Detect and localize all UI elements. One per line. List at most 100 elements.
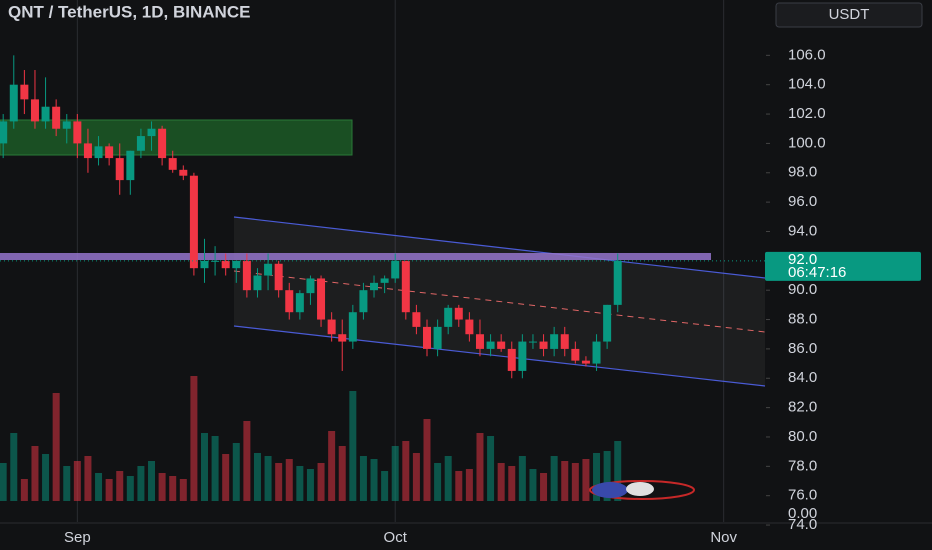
candle-body: [105, 146, 114, 159]
candle-body: [391, 260, 400, 279]
volume-bar: [614, 441, 622, 501]
candle-body: [274, 263, 283, 291]
volume-bar: [20, 479, 28, 501]
logo-flag: [626, 482, 654, 496]
volume-bar: [0, 463, 7, 501]
candle-body: [317, 278, 326, 320]
volume-bar: [31, 446, 39, 501]
candle-body: [52, 106, 61, 129]
volume-bar: [540, 473, 548, 501]
volume-bar: [200, 433, 208, 501]
y-tick-label: 106.0: [788, 46, 826, 63]
candle-body: [189, 175, 198, 269]
volume-bar: [148, 461, 156, 501]
volume-bar: [42, 454, 50, 501]
volume-bar: [243, 421, 251, 501]
candle-body: [571, 348, 580, 361]
volume-bar: [95, 473, 103, 501]
candle-body: [285, 290, 294, 313]
y-tick-label: 88.0: [788, 311, 817, 328]
candle-body: [412, 312, 421, 327]
volume-bar: [126, 476, 134, 501]
candle-body: [264, 263, 273, 276]
y-tick-label: 76.0: [788, 487, 817, 504]
candle-body: [338, 334, 347, 342]
volume-bar: [211, 436, 219, 501]
volume-bar: [349, 391, 357, 501]
volume-bar: [116, 471, 124, 501]
candle-body: [539, 341, 548, 349]
volume-bar: [84, 456, 92, 501]
candle-body: [295, 293, 304, 313]
candle-body: [158, 128, 167, 159]
candle-body: [327, 319, 336, 335]
volume-tick-label: 0.00: [788, 505, 817, 522]
resistance-band: [0, 253, 711, 260]
countdown: 06:47:16: [788, 264, 846, 281]
volume-bar: [561, 461, 569, 501]
volume-bar: [359, 456, 367, 501]
candle-body: [200, 260, 209, 269]
volume-bar: [487, 436, 495, 501]
volume-bar: [476, 433, 484, 501]
logo: [589, 480, 695, 500]
candle-body: [20, 84, 29, 100]
candle-body: [603, 304, 612, 342]
volume-bar: [190, 376, 198, 501]
candle-body: [0, 121, 8, 144]
logo-ring: [589, 480, 695, 500]
candle-body: [497, 341, 506, 349]
last-price-box: [765, 251, 921, 281]
y-tick-label: 84.0: [788, 369, 817, 386]
candle-body: [115, 158, 124, 181]
channel-upper: [233, 216, 766, 279]
volume-bar: [105, 479, 113, 501]
volume-bar: [275, 463, 283, 501]
y-tick-label: 90.0: [788, 281, 817, 298]
candle-body: [433, 326, 442, 349]
candle-body: [147, 128, 156, 137]
candle-body: [560, 334, 569, 349]
candle-body: [221, 260, 230, 269]
candle-body: [370, 282, 379, 291]
candle-body: [242, 260, 251, 291]
volume-bar: [465, 469, 473, 501]
candle-body: [518, 341, 527, 371]
volume-bar: [296, 466, 304, 501]
candle-body: [550, 334, 559, 349]
logo-mark: [592, 482, 628, 498]
volume-bar: [593, 453, 601, 501]
y-tick-label: 74.0: [788, 516, 817, 533]
candle-body: [359, 290, 368, 313]
volume-bar: [63, 466, 71, 501]
volume-bar: [518, 456, 526, 501]
currency-label[interactable]: USDT: [829, 6, 870, 23]
y-tick-label: 86.0: [788, 340, 817, 357]
candle-body: [73, 121, 82, 144]
volume-bar: [338, 446, 346, 501]
y-tick-label: 104.0: [788, 76, 826, 93]
volume-bar: [582, 459, 590, 501]
volume-bar: [508, 466, 516, 501]
candle-body: [592, 341, 601, 364]
candle-body: [613, 260, 622, 305]
volume-bar: [603, 451, 611, 501]
volume-bar: [52, 393, 60, 501]
candle-body: [94, 146, 103, 159]
y-tick-label: 102.0: [788, 105, 826, 122]
volume-bar: [444, 456, 452, 501]
y-tick-label: 98.0: [788, 164, 817, 181]
candle-body: [62, 121, 71, 129]
volume-bar: [402, 441, 410, 501]
candle-body: [465, 319, 474, 335]
volume-bar: [137, 466, 145, 501]
candle-body: [507, 348, 516, 371]
volume-bar: [370, 459, 378, 501]
candle-body: [486, 341, 495, 349]
volume-bar: [571, 463, 579, 501]
volume-bar: [550, 456, 558, 501]
volume-bar: [434, 463, 442, 501]
currency-button[interactable]: [775, 2, 923, 28]
x-tick-label: Oct: [384, 529, 408, 546]
